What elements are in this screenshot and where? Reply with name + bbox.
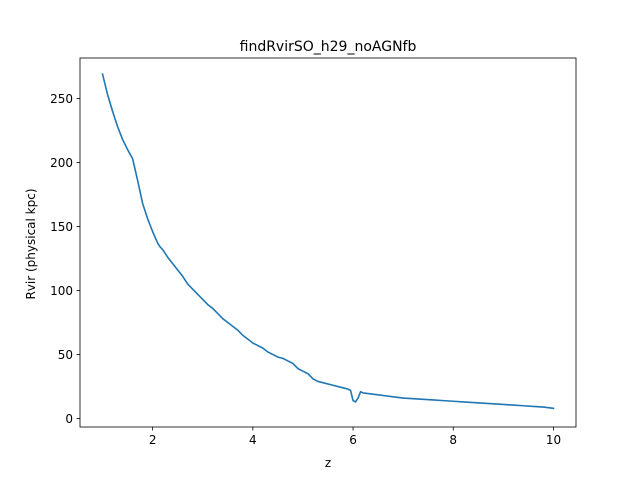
plot-frame [79,57,577,428]
x-tick-label: 10 [546,433,561,447]
y-tick-label: 50 [58,348,73,362]
x-tick-label: 8 [449,433,457,447]
y-tick-label: 250 [50,92,73,106]
x-tick-label: 6 [349,433,357,447]
x-axis-label: z [325,456,331,470]
series-line [101,73,555,410]
x-tick-label: 2 [149,433,157,447]
y-tick-label: 150 [50,220,73,234]
y-tick-label: 200 [50,156,73,170]
chart-title: findRvirSO_h29_noAGNfb [240,39,417,55]
y-tick-label: 100 [50,284,73,298]
y-tick-label: 0 [65,412,73,426]
y-axis-label: Rvir (physical kpc) [24,188,38,299]
x-tick-label: 4 [249,433,257,447]
